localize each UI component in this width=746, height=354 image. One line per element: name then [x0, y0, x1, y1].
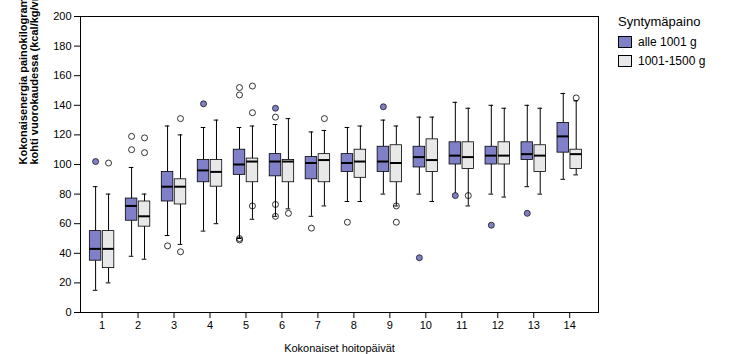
- svg-text:Kokonaisenergia painokilogramm: Kokonaisenergia painokilogrammaakohti vu…: [17, 0, 40, 165]
- html-text:alle 1001 g: alle 1001 g: [638, 35, 697, 49]
- html-text:Syntymäpaino: Syntymäpaino: [618, 14, 701, 29]
- svg-text:9: 9: [387, 319, 393, 331]
- svg-text:140: 140: [53, 99, 71, 111]
- svg-text:180: 180: [53, 40, 71, 52]
- svg-text:10: 10: [420, 319, 432, 331]
- svg-text:5: 5: [243, 319, 249, 331]
- svg-text:100: 100: [53, 158, 71, 170]
- svg-text:13: 13: [528, 319, 540, 331]
- svg-text:40: 40: [59, 247, 71, 259]
- svg-text:200: 200: [53, 10, 71, 22]
- svg-text:7: 7: [315, 319, 321, 331]
- svg-text:12: 12: [492, 319, 504, 331]
- svg-text:3: 3: [171, 319, 177, 331]
- svg-text:20: 20: [59, 276, 71, 288]
- svg-text:14: 14: [564, 319, 576, 331]
- svg-text:Kokonaiset hoitopäivät: Kokonaiset hoitopäivät: [284, 342, 395, 354]
- svg-text:11: 11: [456, 319, 467, 331]
- svg-text:2: 2: [135, 319, 141, 331]
- svg-text:4: 4: [207, 319, 213, 331]
- svg-text:120: 120: [53, 128, 71, 140]
- svg-text:60: 60: [59, 217, 71, 229]
- svg-text:80: 80: [59, 188, 71, 200]
- svg-text:0: 0: [65, 306, 71, 318]
- svg-text:160: 160: [53, 69, 71, 81]
- svg-text:6: 6: [279, 319, 285, 331]
- svg-text:8: 8: [351, 319, 357, 331]
- html-text:1001-1500 g: 1001-1500 g: [638, 54, 706, 68]
- svg-text:1: 1: [99, 319, 105, 331]
